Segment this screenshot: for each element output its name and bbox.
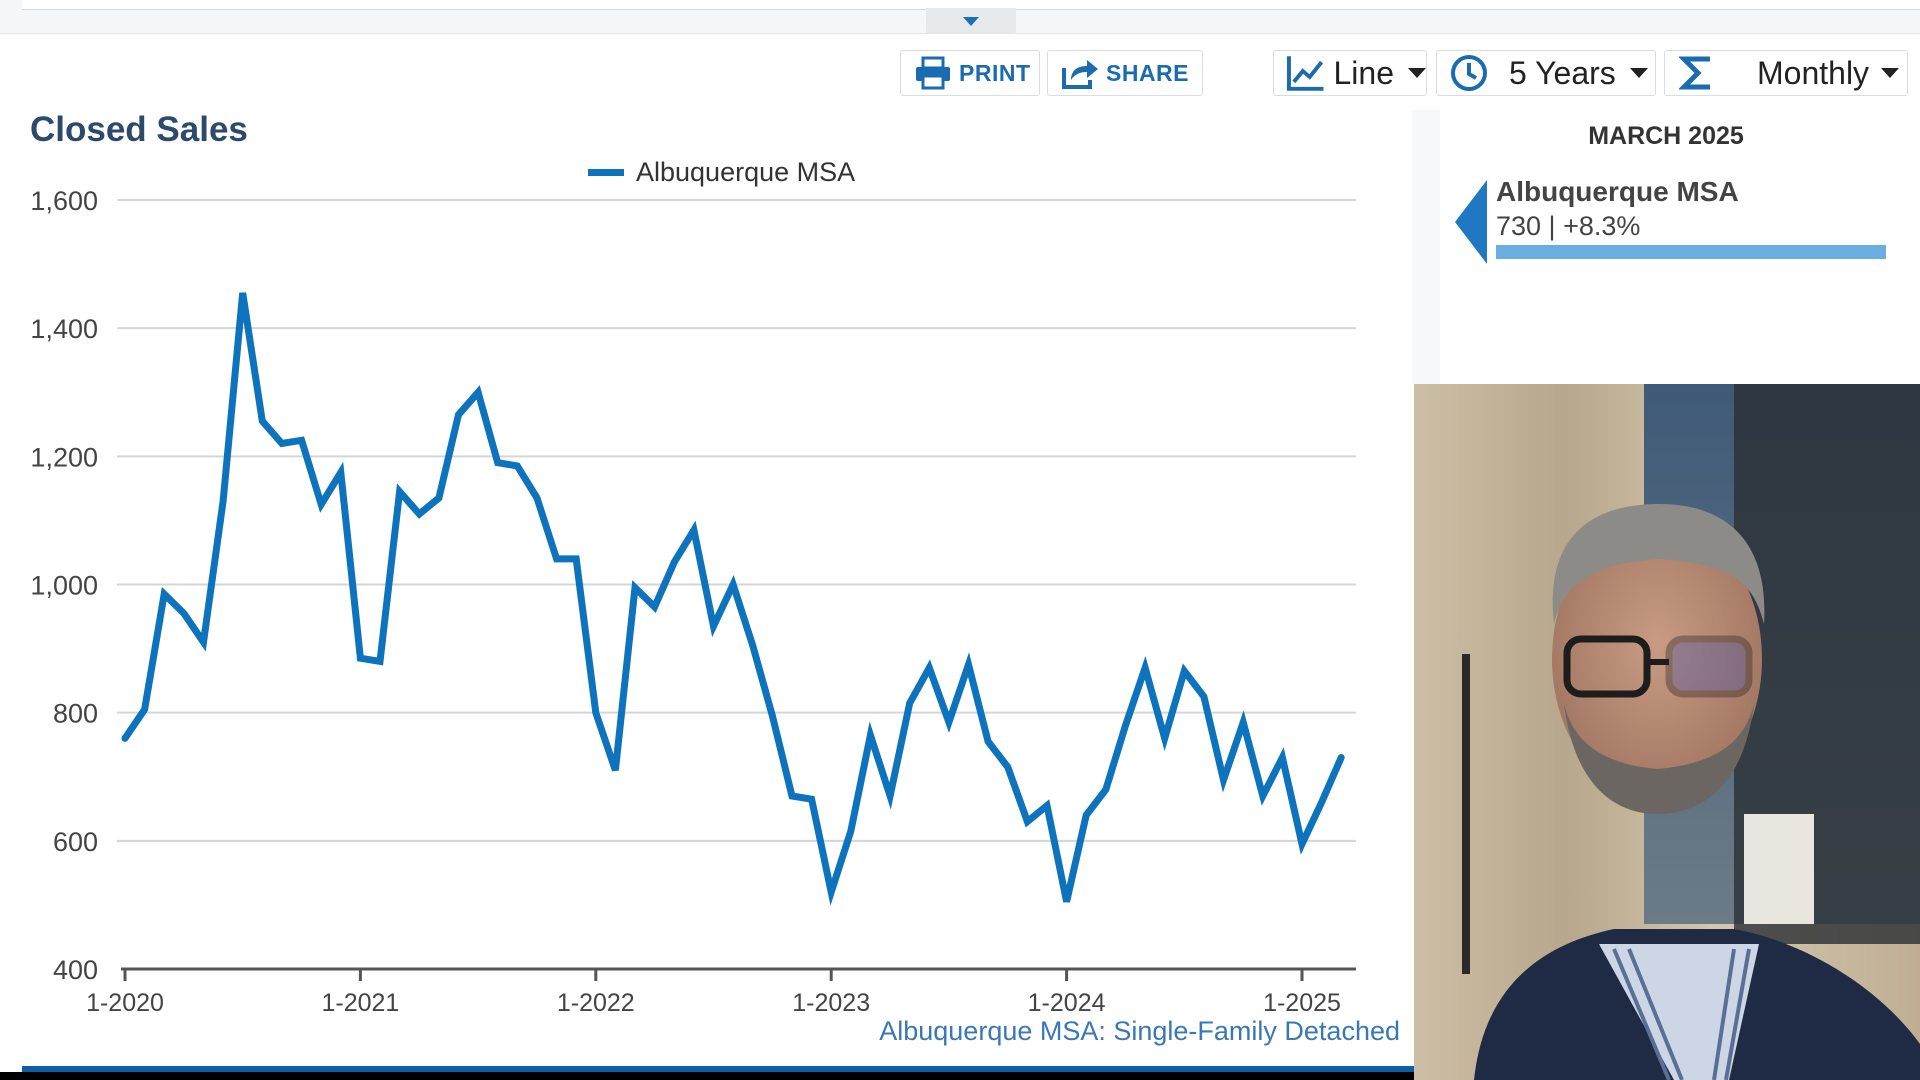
print-label: PRINT [959, 59, 1031, 86]
bottom-progress-bar [22, 1066, 1414, 1072]
share-label: SHARE [1106, 59, 1190, 86]
series-line-albuquerque-msa [121, 292, 1345, 906]
y-tick-label: 1,600 [30, 186, 98, 216]
side-series-name: Albuquerque MSA [1496, 176, 1739, 207]
print-button[interactable]: PRINT [900, 50, 1040, 96]
sigma-icon [1679, 56, 1710, 90]
chevron-down-icon [963, 16, 979, 26]
chevron-down-icon [1408, 68, 1426, 78]
legend-label: Albuquerque MSA [636, 157, 856, 187]
line-chart-icon [1286, 56, 1324, 91]
x-tick-label: 1-2020 [86, 989, 164, 1017]
top-tab-right [590, 0, 1920, 10]
webcam-video [1414, 384, 1920, 1080]
time-range-dropdown[interactable]: 5 Years [1436, 50, 1656, 96]
clock-icon [1451, 55, 1487, 91]
y-tick-label: 800 [53, 699, 98, 729]
chart-type-dropdown[interactable]: Line [1273, 50, 1427, 96]
aggregation-dropdown[interactable]: Monthly [1664, 50, 1908, 96]
chart-source: Albuquerque MSA: Single-Family Detached [879, 1016, 1400, 1046]
x-tick-label: 1-2023 [792, 989, 870, 1017]
y-tick-label: 600 [53, 827, 98, 857]
top-tab-left [22, 0, 590, 10]
y-tick-label: 400 [53, 955, 98, 985]
share-button[interactable]: SHARE [1047, 50, 1203, 96]
chevron-down-icon [1629, 68, 1648, 78]
x-tick-label: 1-2021 [321, 989, 399, 1017]
x-tick-label: 1-2022 [557, 989, 635, 1017]
y-tick-label: 1,200 [30, 442, 98, 472]
chart-legend[interactable]: Albuquerque MSA [588, 157, 855, 188]
x-tick-label: 1-2025 [1263, 989, 1341, 1017]
collapse-toggle-button[interactable] [926, 8, 1016, 34]
y-tick-label: 1,000 [30, 571, 98, 601]
presenter-video-frame [1414, 384, 1920, 1080]
y-tick-label: 1,400 [30, 314, 98, 344]
previous-arrow-icon[interactable] [1455, 180, 1487, 264]
side-value-bar [1496, 245, 1886, 259]
share-icon [1062, 60, 1098, 89]
printer-icon [916, 56, 950, 90]
chart-title: Closed Sales [30, 110, 248, 149]
bottom-border [0, 1072, 1414, 1080]
x-tick-label: 1-2024 [1028, 989, 1106, 1017]
side-value: 730 | +8.3% [1496, 211, 1641, 241]
side-month: MARCH 2025 [1588, 122, 1744, 150]
legend-swatch [588, 169, 624, 176]
chart-type-value: Line [1333, 54, 1395, 91]
aggregation-value: Monthly [1757, 54, 1870, 91]
closed-sales-chart: 1,600 1,400 1,200 1,000 800 600 400 1-2020 1-202… [30, 186, 1356, 1017]
time-range-value: 5 Years [1509, 54, 1616, 91]
chevron-down-icon [1881, 68, 1900, 78]
